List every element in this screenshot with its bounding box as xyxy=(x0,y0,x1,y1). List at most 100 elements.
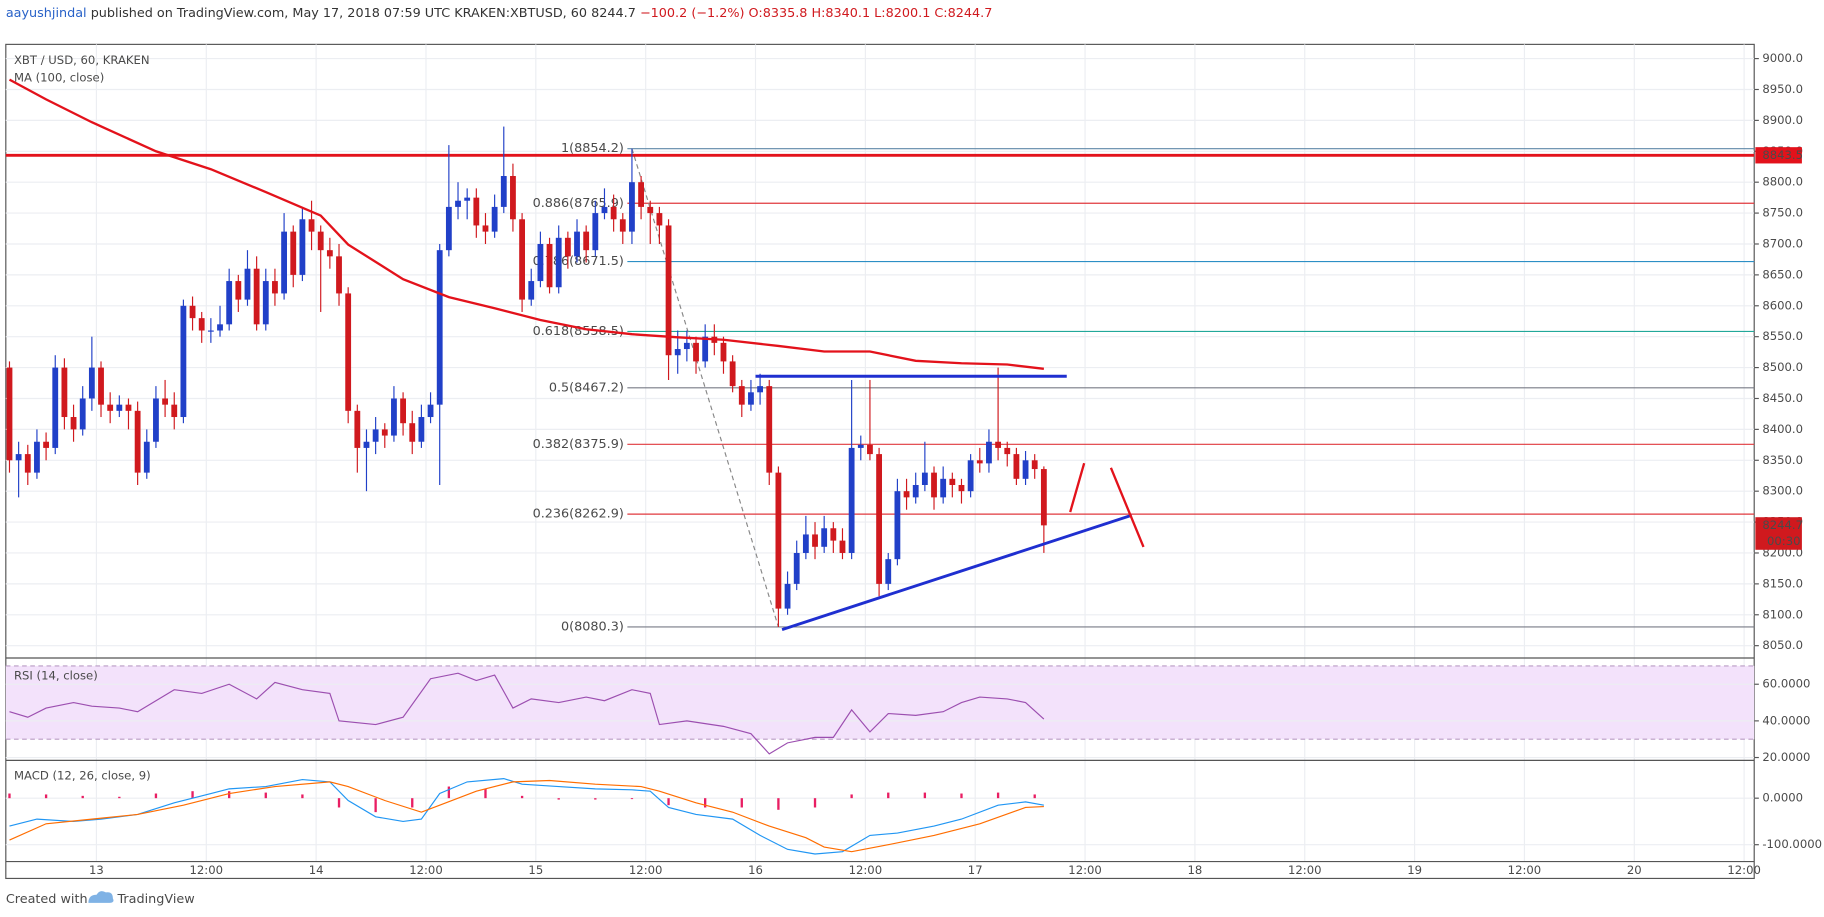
candle-body xyxy=(281,231,288,294)
candle-body xyxy=(885,559,892,584)
x-tick-label: 13 xyxy=(89,863,104,877)
x-tick-label: 14 xyxy=(309,863,324,877)
candle-body xyxy=(418,417,425,442)
y-tick-label: 8600.0 xyxy=(1762,298,1803,312)
candle-body xyxy=(363,441,370,448)
x-tick-label: 12:00 xyxy=(409,863,443,877)
header: aayushjindal published on TradingView.co… xyxy=(6,5,993,20)
candle-body xyxy=(674,349,681,356)
candle-body xyxy=(546,243,553,288)
y-tick-label: 8950.0 xyxy=(1762,82,1803,96)
fib-label: 0.618(8558.5) xyxy=(533,324,624,339)
candle-body xyxy=(592,213,599,251)
fib-label: 0.5(8467.2) xyxy=(549,380,624,395)
candle-body xyxy=(629,182,635,232)
candle-body xyxy=(24,454,31,473)
y-tick-label: -100.0000 xyxy=(1762,837,1822,851)
x-tick-label: 12:00 xyxy=(1727,863,1761,877)
candle-body xyxy=(34,441,40,473)
candle-body xyxy=(235,281,242,300)
x-tick-label: 12:00 xyxy=(849,863,883,877)
candle-body xyxy=(500,176,507,207)
last-quote: 8244.7 xyxy=(591,5,636,20)
candle-body xyxy=(931,472,937,498)
rsi-band xyxy=(5,665,1755,740)
candle-body xyxy=(867,444,873,455)
y-tick-label: 8350.0 xyxy=(1762,453,1803,467)
candle-body xyxy=(15,454,22,461)
candle-body xyxy=(1013,454,1020,479)
x-tick-label: 18 xyxy=(1188,863,1203,877)
last-price-box xyxy=(1755,517,1802,550)
y-tick-label: 8450.0 xyxy=(1762,391,1803,405)
candle-body xyxy=(61,367,68,418)
y-tick-label: 8150.0 xyxy=(1762,576,1803,590)
candle-body xyxy=(427,404,434,418)
candle-body xyxy=(207,330,214,332)
signal-line xyxy=(9,779,1044,853)
candle-body xyxy=(812,534,818,547)
x-tick-label: 12:00 xyxy=(190,863,224,877)
candle-body xyxy=(455,200,461,207)
candle-body xyxy=(766,386,773,473)
fib-label: 0.786(8671.5) xyxy=(533,254,624,269)
candle-body xyxy=(656,213,663,226)
candle-body xyxy=(290,231,297,275)
candle-body xyxy=(180,305,187,418)
candle-body xyxy=(88,367,95,399)
candle-body xyxy=(134,410,141,473)
candle-body xyxy=(391,398,397,436)
trendline xyxy=(781,513,1133,631)
candle-body xyxy=(464,197,471,201)
ohlc: O:8335.8 H:8340.1 L:8200.1 C:8244.7 xyxy=(749,5,993,20)
candle-body xyxy=(702,336,709,362)
candle-body xyxy=(125,404,132,411)
candle-body xyxy=(1022,460,1029,479)
candle-body xyxy=(693,342,699,362)
y-tick-label: 9000.0 xyxy=(1762,51,1803,65)
candle-body xyxy=(98,367,104,405)
footer-created: Created with xyxy=(6,892,88,907)
symbol: KRAKEN:XBTUSD, 60 xyxy=(454,5,587,20)
candle-body xyxy=(729,361,736,387)
candle-body xyxy=(272,281,278,294)
candle-body xyxy=(354,410,361,448)
candle-body xyxy=(372,429,379,442)
candle-body xyxy=(528,281,535,300)
candle-body xyxy=(720,342,727,362)
candle-body xyxy=(308,219,315,232)
candle-body xyxy=(647,206,654,214)
candle-body xyxy=(748,392,754,405)
candle-body xyxy=(757,386,764,393)
candle-body xyxy=(189,305,196,319)
candle-body xyxy=(912,485,919,498)
y-tick-label: 20.0000 xyxy=(1762,750,1810,764)
y-tick-label: 8900.0 xyxy=(1762,113,1803,127)
candle-body xyxy=(995,441,1002,448)
candle-body xyxy=(601,206,608,214)
candle-body xyxy=(857,444,864,448)
resistance-label: 8843.5 xyxy=(1762,148,1803,162)
author: aayushjindal xyxy=(6,5,87,20)
x-tick-label: 16 xyxy=(748,863,763,877)
chart-border xyxy=(5,43,1755,880)
candle-body xyxy=(848,447,855,553)
candle-body xyxy=(610,206,617,220)
candle-body xyxy=(317,231,324,251)
published: published on TradingView.com, May 17, 20… xyxy=(91,5,451,20)
candle-body xyxy=(894,491,901,560)
ma-label: MA (100, close) xyxy=(14,71,104,85)
x-tick-label: 12:00 xyxy=(629,863,663,877)
y-tick-label: 8100.0 xyxy=(1762,607,1803,621)
candle-body xyxy=(198,318,205,331)
candle-body xyxy=(436,250,443,405)
candle-body xyxy=(619,219,626,232)
y-tick-label: 8800.0 xyxy=(1762,175,1803,189)
candle-body xyxy=(299,219,306,275)
countdown-label: 00:30 xyxy=(1767,534,1801,548)
candle-body xyxy=(143,441,150,473)
candle-body xyxy=(574,231,580,257)
